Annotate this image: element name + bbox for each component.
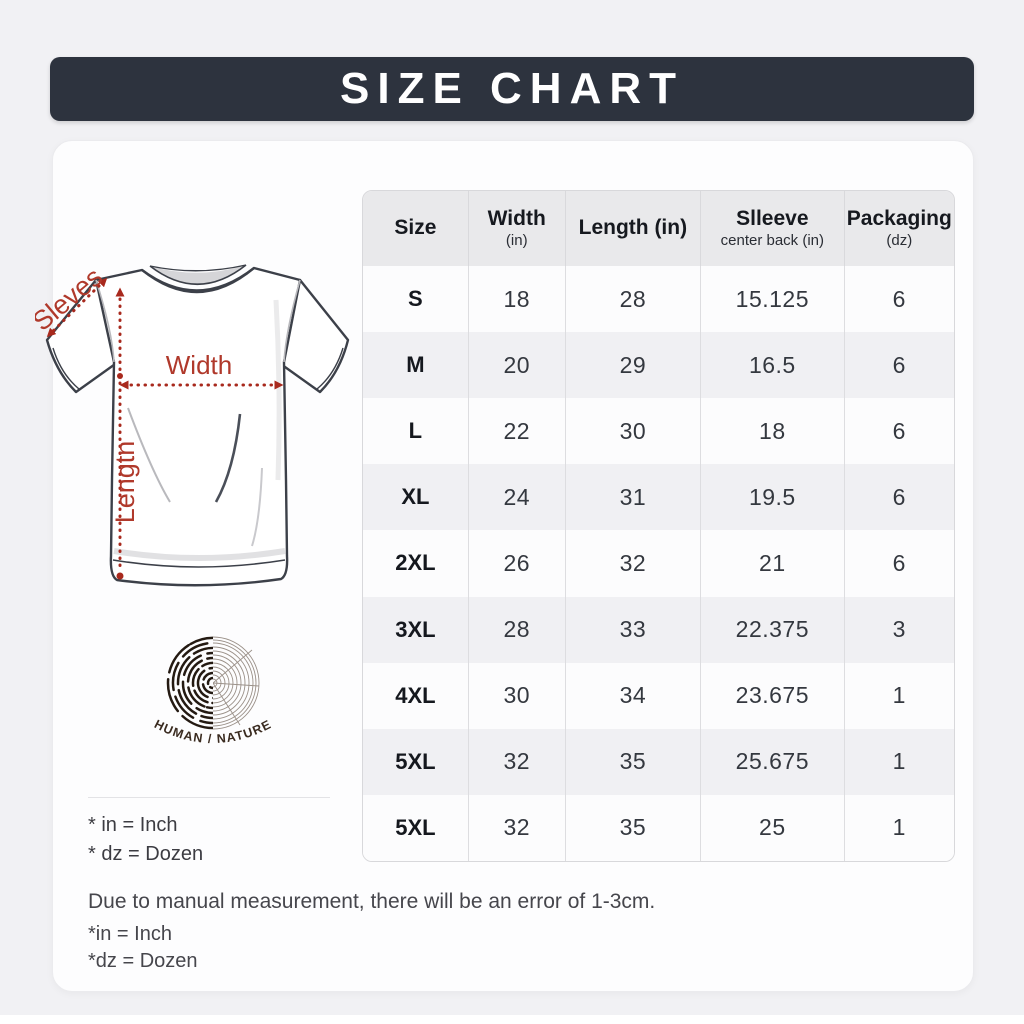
header-cell-packaging: Packaging (dz) [845, 191, 954, 266]
fingerprint-half-icon [166, 636, 213, 730]
table-row: 5XL 32 35 25.675 1 [363, 728, 954, 795]
header-sublabel: (dz) [886, 231, 913, 249]
table-row: 3XL 28 33 22.375 3 [363, 596, 954, 663]
table-row: XL 24 31 19.5 6 [363, 464, 954, 531]
footnote-inch: * in = Inch [88, 814, 178, 836]
tshirt-body [94, 266, 302, 587]
header-label: Slleeve [736, 207, 809, 231]
header-cell-size: Size [363, 191, 469, 266]
size-cell: 4XL [363, 662, 469, 729]
bottom-strip [0, 1015, 1024, 1024]
table-cell: 22 [469, 398, 566, 465]
size-cell: M [363, 332, 469, 399]
logo-caption-text: HUMAN / NATURE [152, 717, 274, 746]
header-label: Packaging [846, 207, 952, 231]
table-cell: 1 [892, 748, 906, 775]
size-cell: L [363, 398, 469, 465]
header-sublabel: (in) [505, 231, 528, 249]
size-cell: 5XL [363, 728, 469, 795]
table-row: 2XL 26 32 21 6 [363, 530, 954, 597]
table-cell: 16.5 [701, 332, 845, 399]
header-sublabel: center back (in) [720, 231, 825, 249]
length-end-dot [116, 572, 124, 580]
title-banner: SIZE CHART [50, 57, 974, 121]
measurement-note: Due to manual measurement, there will be… [88, 890, 656, 913]
table-cell: 6 [892, 417, 906, 444]
header-cell-length-in-: Length (in) [566, 191, 702, 266]
table-row: 4XL 30 34 23.675 1 [363, 662, 954, 729]
table-cell: 32 [469, 728, 566, 795]
sleeve-arrow [46, 277, 108, 338]
size-cell: S [363, 266, 469, 333]
table-cell: 6 [892, 483, 906, 510]
table-row: S 18 28 15.125 6 [363, 266, 954, 333]
table-body: S 18 28 15.125 6 M 20 29 16.5 6 L 22 30 18 6 XL 24 31 19.5… [363, 266, 954, 861]
header-label: Width [487, 207, 546, 231]
size-cell: XL [363, 464, 469, 531]
table-cell: 28 [566, 266, 702, 333]
table-cell: 33 [566, 596, 702, 663]
size-cell: 5XL [363, 794, 469, 861]
table-cell: 3 [892, 616, 906, 643]
table-cell: 1 [892, 682, 906, 709]
footnote-dozen: * dz = Dozen [88, 843, 204, 865]
size-cell: 2XL [363, 530, 469, 597]
footnote-divider [88, 797, 330, 798]
table-cell: 32 [469, 794, 566, 861]
tree-rings-half-icon [213, 636, 260, 730]
table-cell: 18 [701, 398, 845, 465]
table-cell: 6 [892, 351, 906, 378]
note-dozen: *dz = Dozen [88, 950, 198, 972]
table-row: L 22 30 18 6 [363, 398, 954, 465]
note-inch: *in = Inch [88, 923, 172, 945]
table-cell: 6 [892, 285, 906, 312]
table-cell: 30 [469, 662, 566, 729]
table-cell: 29 [566, 332, 702, 399]
header-cell-slleeve: Slleeve center back (in) [701, 191, 845, 266]
table-cell: 15.125 [701, 266, 845, 333]
table-row: M 20 29 16.5 6 [363, 332, 954, 399]
table-cell: 35 [566, 794, 702, 861]
table-cell: 34 [566, 662, 702, 729]
width-label: Width [166, 350, 232, 380]
table-cell: 25.675 [701, 728, 845, 795]
table-cell: 20 [469, 332, 566, 399]
table-cell: 18 [469, 266, 566, 333]
table-cell: 23.675 [701, 662, 845, 729]
table-cell: 30 [566, 398, 702, 465]
table-cell: 21 [701, 530, 845, 597]
page-title: SIZE CHART [340, 64, 684, 113]
table-cell: 31 [566, 464, 702, 531]
size-table: Size Width (in) Length (in) Slleeve center ba… [362, 190, 955, 862]
header-label: Length (in) [578, 216, 688, 240]
tshirt-diagram: Sleves Width Lengtn [35, 262, 350, 587]
size-cell: 3XL [363, 596, 469, 663]
table-cell: 24 [469, 464, 566, 531]
table-cell: 22.375 [701, 596, 845, 663]
brand-logo: HUMAN / NATURE [152, 636, 274, 746]
table-cell: 19.5 [701, 464, 845, 531]
table-cell: 32 [566, 530, 702, 597]
header-label: Size [394, 216, 437, 240]
table-header-row: Size Width (in) Length (in) Slleeve center ba… [363, 191, 954, 266]
table-cell: 6 [892, 549, 906, 576]
length-label: Lengtn [110, 441, 140, 524]
table-cell: 28 [469, 596, 566, 663]
table-cell: 35 [566, 728, 702, 795]
header-cell-width: Width (in) [469, 191, 566, 266]
table-cell: 1 [892, 814, 906, 841]
tshirt-collar [141, 264, 255, 294]
table-row: 5XL 32 35 25 1 [363, 794, 954, 861]
table-cell: 26 [469, 530, 566, 597]
table-cell: 25 [701, 794, 845, 861]
